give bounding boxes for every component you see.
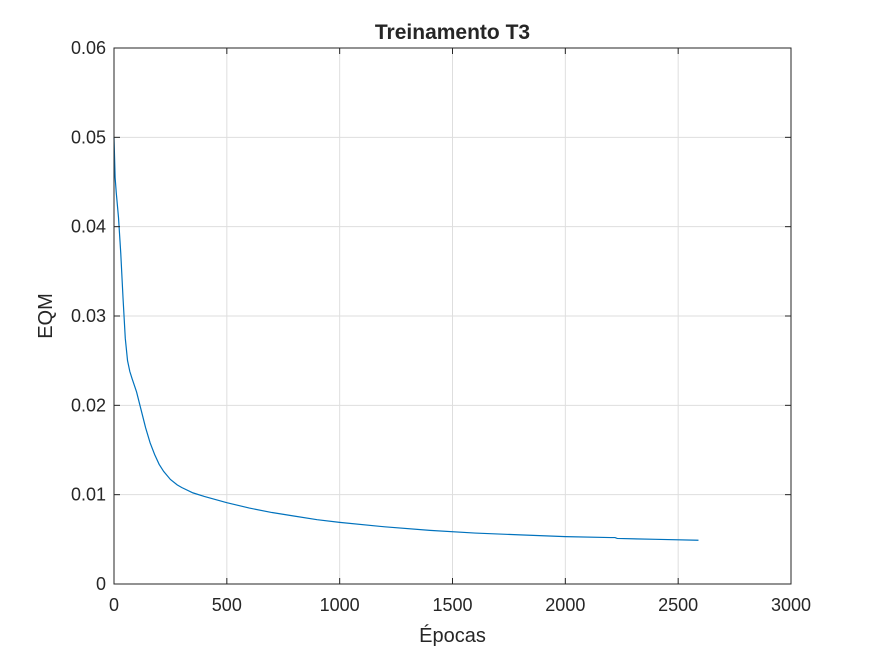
x-tick-label: 500 [212,595,242,615]
y-axis-label: EQM [35,293,57,339]
x-axis-label: Épocas [419,624,486,647]
y-tick-label: 0.06 [71,38,106,58]
series-layer [113,137,699,541]
grid-layer [114,48,791,584]
ticks-layer: 0 500 1000 1500 2000 2500 3000 0 0.01 0.02 0.03 0.0… [71,38,811,615]
y-tick-label: 0.05 [71,127,106,147]
x-tick-label: 2500 [658,595,698,615]
y-tick-label: 0.03 [71,306,106,326]
y-tick-label: 0.02 [71,395,106,415]
x-tick-label: 1500 [432,595,472,615]
y-tick-label: 0 [96,574,106,594]
chart-title: Treinamento T3 [375,21,530,44]
x-tick-label: 1000 [320,595,360,615]
x-tick-label: 3000 [771,595,811,615]
series-line-eqm [113,137,699,541]
y-tick-label: 0.01 [71,485,106,505]
y-tick-label: 0.04 [71,217,106,237]
x-tick-label: 2000 [545,595,585,615]
x-tick-label: 0 [109,595,119,615]
